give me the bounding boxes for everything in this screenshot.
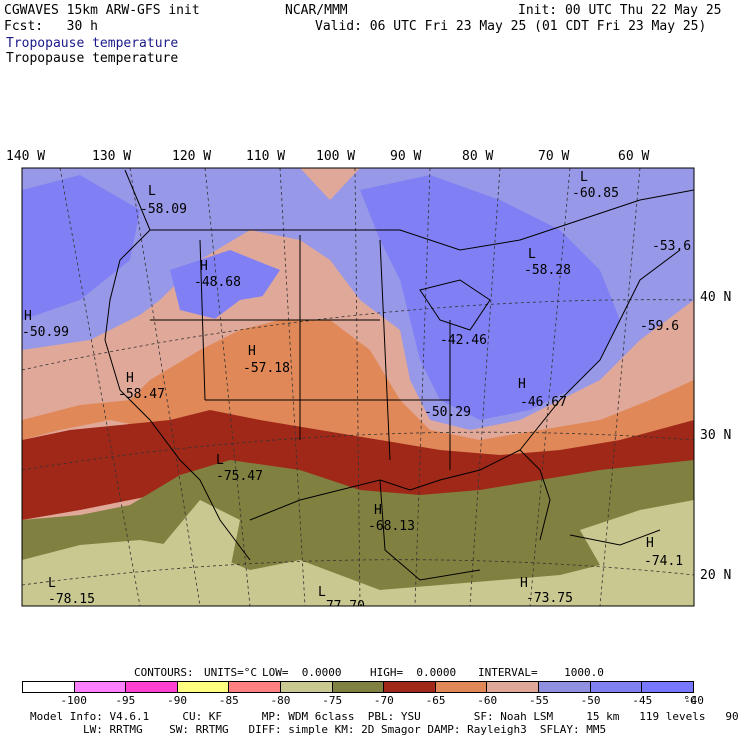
contours-label: CONTOURS: xyxy=(134,666,194,679)
lon-label-140w: 140 W xyxy=(6,149,46,164)
color-scale-label: -45 xyxy=(632,694,653,707)
color-swatch xyxy=(281,682,333,692)
valid-time: Valid: 06 UTC Fri 23 May 25 (01 CDT Fri … xyxy=(315,19,707,34)
interval-label: INTERVAL= 1000.0 xyxy=(478,666,604,679)
low-label: LOW= 0.0000 xyxy=(262,666,342,679)
center-value: -74.1 xyxy=(644,555,684,569)
init-time: Init: 00 UTC Thu 22 May 25 xyxy=(518,3,722,18)
center-value: -57.18 xyxy=(243,361,290,376)
color-swatch xyxy=(487,682,540,692)
color-swatch xyxy=(332,682,385,692)
color-swatch xyxy=(642,682,693,692)
center-type: H xyxy=(248,344,256,359)
color-scale-label: -85 xyxy=(218,694,239,707)
center-type: L xyxy=(148,184,156,199)
lon-label-90w: 90 W xyxy=(390,149,422,164)
center-value: -50.29 xyxy=(424,405,471,420)
color-scale-label: °C xyxy=(683,694,697,707)
high-label: HIGH= 0.0000 xyxy=(370,666,457,679)
center-value: -73.75 xyxy=(526,591,573,606)
center-type: L xyxy=(48,576,56,591)
center-value: -58.47 xyxy=(118,387,165,402)
color-swatch xyxy=(229,682,282,692)
color-scale-label: -90 xyxy=(167,694,187,707)
center-value: -58.28 xyxy=(524,263,571,278)
forecast-hour: Fcst: 30 h xyxy=(4,19,98,34)
lon-label-130w: 130 W xyxy=(92,149,132,164)
center-value: -58.09 xyxy=(140,202,187,217)
organization: NCAR/MMM xyxy=(285,3,348,18)
color-swatch xyxy=(590,682,643,692)
band-minus-65 xyxy=(22,410,694,520)
center-type: L xyxy=(318,585,326,600)
color-scale-label: -55 xyxy=(528,694,549,707)
band-minus-45-north xyxy=(22,175,140,320)
center-type: L xyxy=(528,247,536,262)
center-type: H xyxy=(518,377,526,392)
lat-label-30n: 30 N xyxy=(700,428,732,443)
color-swatch xyxy=(177,682,230,692)
center-type: H xyxy=(24,309,32,324)
field-subtitle: Tropopause temperature xyxy=(6,51,179,66)
color-swatch xyxy=(23,682,75,692)
lon-label-120w: 120 W xyxy=(172,149,212,164)
lon-label-100w: 100 W xyxy=(316,149,356,164)
center-value: -68.13 xyxy=(368,519,415,534)
center-value: -42.46 xyxy=(440,333,487,348)
lon-label-70w: 70 W xyxy=(538,149,570,164)
center-value: -77.70 xyxy=(318,600,365,606)
center-value: -59.6 xyxy=(640,320,680,334)
center-type: H xyxy=(374,503,382,518)
color-swatch xyxy=(126,682,178,692)
color-swatch xyxy=(435,682,488,692)
center-value: -75.47 xyxy=(216,469,263,484)
center-type: H xyxy=(646,536,654,551)
color-scale-label: -75 xyxy=(322,694,343,707)
center-value: -53.6 xyxy=(652,240,692,254)
units-label: UNITS=°C xyxy=(204,666,257,679)
center-value: -50.99 xyxy=(22,325,69,340)
color-scale-label: -80 xyxy=(270,694,291,707)
graticule xyxy=(22,168,694,606)
lat-label-20n: 20 N xyxy=(700,568,732,583)
coastlines-and-borders xyxy=(104,169,694,581)
center-type: H xyxy=(126,371,134,386)
lon-label-80w: 80 W xyxy=(462,149,494,164)
center-type: H xyxy=(200,259,208,274)
center-value: -48.68 xyxy=(194,275,241,290)
color-scale-label: -40 xyxy=(684,694,704,707)
color-scale-label: -95 xyxy=(115,694,136,707)
lat-label-40n: 40 N xyxy=(700,290,732,305)
model-info-line-1: Model Info: V4.6.1 CU: KF MP: WDM 6class… xyxy=(30,710,740,723)
lon-label-110w: 110 W xyxy=(246,149,286,164)
model-title: CGWAVES 15km ARW-GFS init xyxy=(4,3,200,18)
center-value: -46.67 xyxy=(520,395,567,410)
center-value: -60.85 xyxy=(572,186,619,201)
color-scale-label: -60 xyxy=(477,694,498,707)
color-scale-label: -65 xyxy=(425,694,446,707)
center-type: L xyxy=(216,453,224,468)
color-scale-label: -100 xyxy=(60,694,87,707)
color-swatch xyxy=(384,682,436,692)
band-minus-75-se xyxy=(580,500,694,570)
color-scale-label: -50 xyxy=(580,694,601,707)
lon-label-60w: 60 W xyxy=(618,149,650,164)
center-value: -78.15 xyxy=(48,592,95,607)
color-scale-label: -70 xyxy=(373,694,394,707)
field-title: Tropopause temperature xyxy=(6,36,179,51)
model-info-line-2: LW: RRTMG SW: RRTMG DIFF: simple KM: 2D … xyxy=(30,723,607,736)
color-swatch xyxy=(74,682,127,692)
color-swatch xyxy=(539,682,591,692)
center-type: L xyxy=(580,170,588,185)
color-scale-bar xyxy=(22,681,694,693)
band-minus-45-lakes xyxy=(360,175,620,420)
band-minus-75-sw xyxy=(150,500,240,590)
center-type: H xyxy=(520,576,528,591)
